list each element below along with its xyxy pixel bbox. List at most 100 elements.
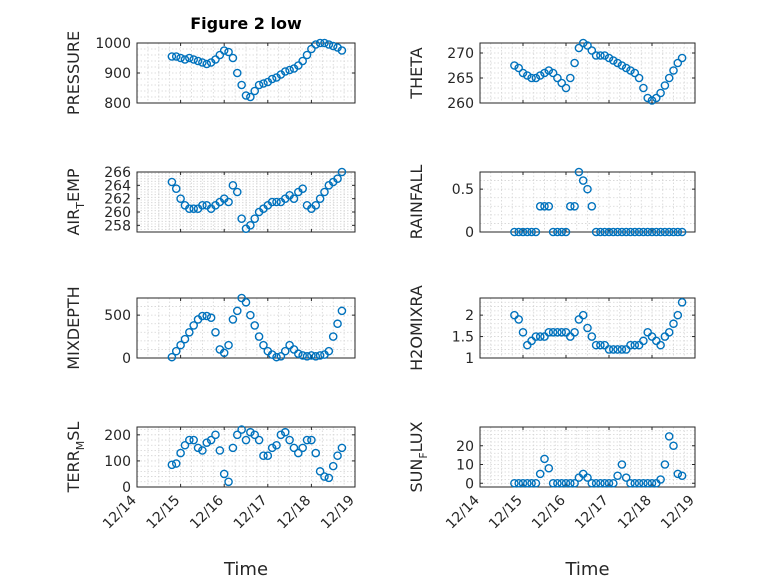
data-point [185,204,194,213]
data-point [337,306,347,316]
y-tick-label: 100 [104,454,131,470]
data-point [527,227,536,237]
data-point [544,463,554,473]
data-point [333,174,342,183]
y-tick-label: 264 [104,178,131,194]
data-point [669,319,678,329]
data-point [272,440,281,450]
data-point [626,340,635,350]
data-point [523,340,532,350]
data-point [232,68,242,78]
subplot-pressure: 800 900 1000 PRESSURE [64,31,356,115]
axes-frame [479,171,696,233]
x-tick-label: 12/15 [486,493,526,533]
data-point [237,293,246,303]
data-point [328,332,338,341]
data-point [259,451,268,460]
data-point [224,477,233,487]
data-point [514,315,524,324]
data-point [228,443,238,453]
data-point [228,315,238,324]
data-point [328,41,338,51]
data-point [673,227,683,237]
data-point [167,177,177,187]
data-point [596,51,605,60]
data-point [510,310,519,320]
data-point [237,214,246,223]
data-point [246,221,255,230]
data-point [298,443,307,453]
data-point [600,478,610,488]
data-point [643,327,653,337]
subplot-mixdepth: 0 500 MIXDEPTH [64,286,356,370]
data-point [604,478,614,488]
data-point [202,438,212,447]
data-point [311,40,321,49]
data-point [639,336,648,346]
data-point [246,310,255,320]
data-point [254,435,264,445]
data-point [294,448,303,458]
data-point [548,68,558,78]
data-point [311,201,321,210]
data-point [609,345,618,354]
y-tick-label: 260 [104,205,131,221]
data-point [232,430,242,440]
y-tick-label: 1.5 [452,330,474,346]
data-point [535,201,545,211]
data-point [540,332,549,341]
data-point [634,227,644,237]
y-tick-label: 258 [104,218,131,234]
y-tick-label: 800 [104,96,131,112]
data-point [570,201,579,211]
x-tick-label: 12/18 [274,493,314,533]
data-point [561,227,571,237]
data-point [535,469,545,479]
data-point [630,478,640,488]
data-point [527,336,536,346]
data-point [570,58,579,68]
data-point [510,478,519,488]
data-point [591,478,601,488]
data-point [566,73,575,83]
data-point [307,351,316,360]
data-point [294,349,303,359]
data-point [557,227,567,237]
data-point [669,66,678,75]
y-tick-label: 900 [104,66,131,82]
data-point [267,443,277,453]
data-point [211,430,220,440]
data-point [263,451,273,460]
data-point [664,227,674,237]
data-point [553,227,562,237]
data-point [660,332,670,341]
data-point [302,351,312,361]
axes-frame [479,297,696,359]
y-tick-label: 270 [447,46,474,62]
data-point [626,478,635,488]
data-point [289,443,299,453]
data-point [285,65,294,75]
data-point [228,181,238,190]
data-point [333,319,342,329]
data-point [267,350,277,359]
data-point [228,53,238,63]
data-point [557,327,567,337]
data-point [609,478,618,488]
figure-title: Figure 2 low [190,14,302,33]
data-point [250,321,260,330]
data-point [669,227,678,237]
data-point [587,478,597,488]
data-point [202,311,212,321]
data-point [626,66,635,75]
data-point [634,478,644,488]
data-point [185,327,194,337]
x-tick-label: 12/17 [231,493,271,533]
data-point [276,351,286,361]
data-point [219,348,229,358]
data-point [639,227,648,237]
data-point [315,194,325,203]
data-point [643,478,653,488]
data-point [250,86,260,96]
data-point [544,327,554,337]
